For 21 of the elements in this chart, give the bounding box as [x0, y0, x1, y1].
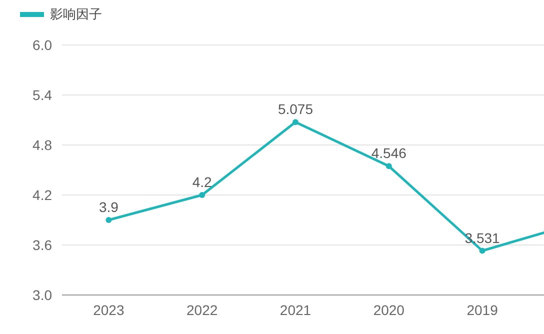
x-tick-label: 2022	[186, 302, 218, 318]
x-tick-label: 2020	[373, 302, 405, 318]
y-tick-label: 3.0	[32, 286, 52, 303]
point	[199, 192, 206, 198]
y-tick-label: 5.4	[32, 86, 52, 103]
x-tick-label: 2021	[280, 302, 312, 318]
point	[479, 248, 486, 254]
y-tick-label: 4.8	[32, 136, 52, 153]
data-label: 4.2	[192, 174, 212, 190]
data-label: 3.9	[98, 199, 119, 215]
x-tick-label: 2023	[93, 302, 124, 318]
point	[386, 163, 392, 170]
legend-label: 影响因子	[50, 6, 102, 22]
point	[106, 217, 112, 223]
y-tick-label: 4.2	[32, 186, 52, 203]
x-tick-label: 2019	[466, 302, 498, 318]
y-tick-label: 3.6	[32, 236, 52, 253]
point	[292, 119, 298, 126]
data-label: 4.546	[371, 145, 407, 162]
y-tick-label: 6.0	[32, 36, 52, 53]
data-label: 5.075	[278, 101, 314, 118]
